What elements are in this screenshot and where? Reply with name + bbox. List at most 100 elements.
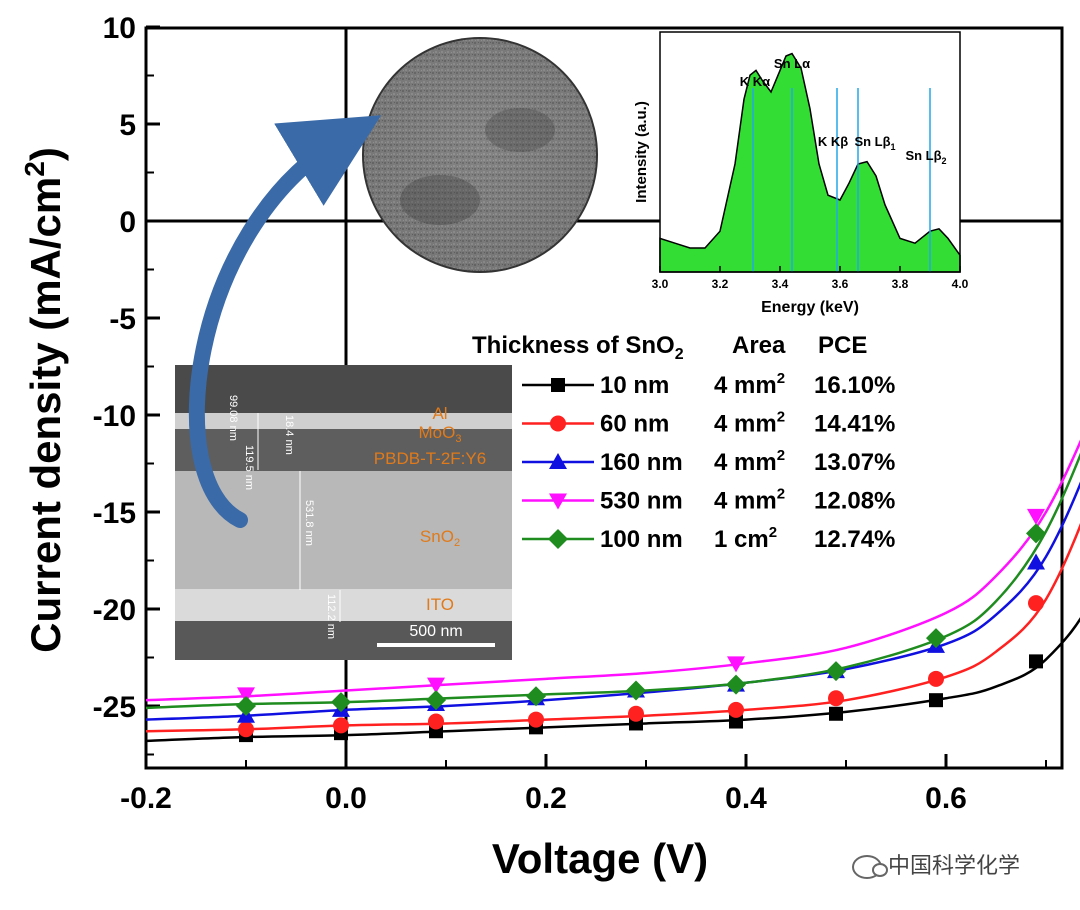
legend-header-thickness: Thickness of SnO2 bbox=[472, 332, 684, 363]
y-tick-label: 5 bbox=[119, 109, 136, 142]
plot-frame bbox=[144, 26, 1064, 770]
series-lines bbox=[145, 439, 1080, 743]
legend-pce: 13.07% bbox=[814, 449, 895, 476]
edx-peak-label: Sn Lα bbox=[774, 56, 810, 71]
sem-layer-label: Al bbox=[432, 404, 447, 423]
data-point bbox=[426, 690, 446, 711]
legend-thickness: 100 nm bbox=[600, 526, 683, 553]
data-point bbox=[1028, 595, 1044, 612]
data-point bbox=[727, 656, 745, 673]
x-tick-label: 0.4 bbox=[725, 782, 767, 815]
legend-area: 4 mm2 bbox=[714, 370, 785, 399]
data-point bbox=[1027, 508, 1045, 525]
data-point bbox=[928, 670, 944, 687]
series-line-100-nm bbox=[145, 452, 1080, 710]
legend-pce: 16.10% bbox=[814, 372, 895, 399]
legend-marker bbox=[548, 529, 568, 549]
edx-x-tick-label: 3.4 bbox=[772, 277, 789, 291]
data-point bbox=[729, 714, 743, 729]
legend-area: 1 cm2 bbox=[714, 524, 777, 553]
legend-header-area: Area bbox=[732, 332, 786, 359]
series-line-10-nm bbox=[145, 617, 1080, 743]
sem-measurement: 99.08 nm bbox=[227, 395, 239, 441]
sem-measurement: 531.8 nm bbox=[303, 500, 315, 546]
x-tick-label: 0.2 bbox=[525, 782, 567, 815]
edx-peak-label: Sn Lβ2 bbox=[905, 148, 946, 166]
data-point bbox=[236, 696, 256, 716]
edx-peak-label: Sn Lβ1 bbox=[854, 134, 895, 152]
data-point bbox=[1029, 654, 1043, 669]
sem-layer-label: ITO bbox=[426, 595, 454, 614]
sem-measurement: 18.4 nm bbox=[283, 415, 295, 455]
legend-pce: 12.08% bbox=[814, 488, 895, 515]
data-point bbox=[1027, 553, 1045, 570]
data-point bbox=[237, 687, 255, 704]
data-point bbox=[427, 677, 445, 694]
edx-x-tick-label: 3.0 bbox=[652, 277, 669, 291]
x-tick-label: 0.6 bbox=[925, 782, 967, 815]
y-axis-title: Current density (mA/cm2) bbox=[19, 147, 69, 653]
y-tick-label: -10 bbox=[93, 400, 136, 433]
legend-pce: 12.74% bbox=[814, 526, 895, 553]
edx-inset: K Kα Sn Lα K Kβ Sn Lβ1 Sn Lβ2 3.0 3.2 3.4 3.6 3.8… bbox=[633, 31, 969, 316]
watermark: 中国科学化学 bbox=[852, 848, 1020, 880]
data-point bbox=[238, 721, 254, 738]
legend-marker bbox=[549, 493, 567, 510]
series-line-530-nm bbox=[145, 439, 1080, 702]
legend-marker bbox=[550, 415, 566, 432]
data-point bbox=[726, 674, 746, 695]
data-point bbox=[829, 706, 843, 721]
data-point bbox=[628, 705, 644, 722]
legend-marker bbox=[549, 453, 567, 469]
y-tick-label: -15 bbox=[93, 497, 136, 530]
data-point bbox=[526, 686, 546, 707]
edx-peak-label: K Kβ bbox=[818, 134, 848, 149]
x-axis-title: Voltage (V) bbox=[492, 835, 708, 882]
legend-pce: 14.41% bbox=[814, 411, 895, 438]
legend-marker bbox=[551, 378, 565, 392]
data-point bbox=[331, 692, 351, 713]
sem-layer-label: PBDB-T-2F:Y6 bbox=[374, 449, 486, 468]
edx-x-tick-label: 3.6 bbox=[832, 277, 849, 291]
sem-measurement: 119.5 nm bbox=[243, 445, 255, 490]
legend-header-pce: PCE bbox=[818, 332, 867, 359]
curved-arrow bbox=[188, 115, 382, 528]
y-tick-label: 0 bbox=[119, 206, 136, 239]
data-point bbox=[826, 661, 846, 682]
edx-frame bbox=[659, 31, 961, 273]
edx-x-title: Energy (keV) bbox=[761, 299, 859, 316]
data-point bbox=[926, 628, 946, 649]
watermark-text: 中国科学化学 bbox=[888, 854, 1021, 879]
data-point bbox=[428, 713, 444, 730]
axis-ticks: -0.20.00.20.40.60.81050-5-10-15-20-25 bbox=[93, 12, 1047, 815]
wechat-icon bbox=[852, 855, 888, 879]
legend: Thickness of SnO2 Area PCE 10 nm 4 mm2 16.… bbox=[472, 332, 895, 553]
legend-thickness: 160 nm bbox=[600, 449, 683, 476]
y-tick-label: -20 bbox=[93, 594, 136, 627]
legend-area: 4 mm2 bbox=[714, 447, 785, 476]
sem-measurement: 112.2 nm bbox=[325, 594, 337, 639]
series-line-160-nm bbox=[145, 481, 1080, 721]
edx-spectrum bbox=[659, 52, 961, 273]
sem-layer-label: MoO3 bbox=[419, 423, 462, 445]
sem-cross-section-inset: 99.08 nm 119.5 nm 18.4 nm 531.8 nm 112.2… bbox=[175, 365, 512, 660]
scale-bar-label: 500 nm bbox=[409, 623, 462, 640]
legend-thickness: 530 nm bbox=[600, 488, 683, 515]
legend-area: 4 mm2 bbox=[714, 409, 785, 438]
data-point bbox=[626, 680, 646, 701]
data-point bbox=[929, 693, 943, 708]
legend-area: 4 mm2 bbox=[714, 486, 785, 515]
x-tick-label: -0.2 bbox=[120, 782, 172, 815]
y-tick-label: -5 bbox=[109, 303, 136, 336]
y-tick-label: 10 bbox=[103, 12, 136, 45]
data-point bbox=[1026, 523, 1046, 544]
legend-thickness: 60 nm bbox=[600, 411, 669, 438]
series-line-60-nm bbox=[145, 522, 1080, 733]
edx-x-tick-label: 4.0 bbox=[952, 277, 969, 291]
data-point bbox=[333, 717, 349, 734]
tem-image-inset bbox=[362, 37, 598, 273]
x-tick-label: 0.0 bbox=[325, 782, 367, 815]
legend-thickness: 10 nm bbox=[600, 372, 669, 399]
edx-peak-label: K Kα bbox=[740, 74, 770, 89]
